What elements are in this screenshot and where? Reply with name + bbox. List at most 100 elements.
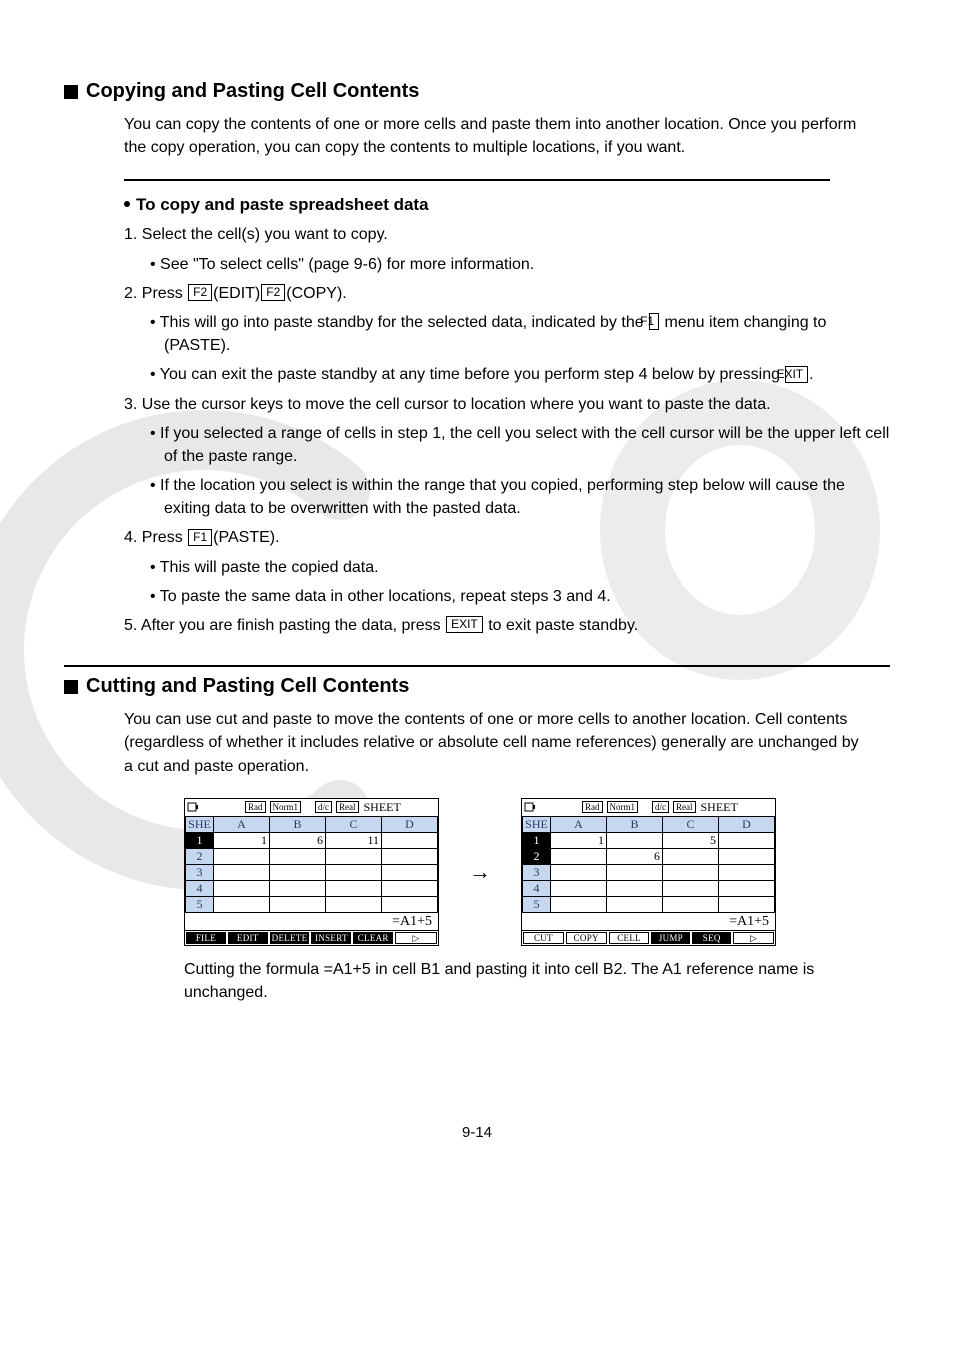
fn-more-icon: ▷ <box>395 932 437 944</box>
badge-real: Real <box>673 801 696 813</box>
battery-icon <box>524 801 536 813</box>
badge-norm: Norm1 <box>270 801 302 813</box>
col-b: B <box>270 816 326 832</box>
key-exit: EXIT <box>785 366 808 383</box>
steps-list: 1. Select the cell(s) you want to copy. … <box>124 223 890 637</box>
fn-clear: CLEAR <box>353 932 393 944</box>
row-2: 2 <box>186 848 214 864</box>
step-4: 4. Press F1(PASTE). <box>124 526 890 549</box>
fn-jump: JUMP <box>651 932 690 944</box>
heading-text: Cutting and Pasting Cell Contents <box>86 675 409 698</box>
square-bullet-icon <box>64 85 78 99</box>
step-4a: This will paste the copied data. <box>150 556 890 579</box>
key-f1: F1 <box>188 529 212 546</box>
t: You can exit the paste standby at any ti… <box>160 366 785 383</box>
fn-edit: EDIT <box>228 932 268 944</box>
row-4: 4 <box>186 880 214 896</box>
step-3a: If you selected a range of cells in step… <box>150 422 890 468</box>
row-4: 4 <box>523 880 551 896</box>
row-3: 3 <box>186 864 214 880</box>
col-a: A <box>214 816 270 832</box>
col-d: D <box>382 816 438 832</box>
fn-insert: INSERT <box>311 932 351 944</box>
cell: 6 <box>607 848 663 864</box>
heading-copying: Copying and Pasting Cell Contents <box>64 80 890 103</box>
fn-delete: DELETE <box>270 932 310 944</box>
formula-bar: =A1+5 <box>522 913 775 930</box>
step-3b: If the location you select is within the… <box>150 474 890 520</box>
col-c: C <box>663 816 719 832</box>
col-a: A <box>551 816 607 832</box>
status-bar: Rad Norm1 d/c Real SHEET <box>522 799 775 816</box>
subhead-copy-paste: To copy and paste spreadsheet data <box>124 195 890 215</box>
key-f2: F2 <box>188 284 212 301</box>
row-3: 3 <box>523 864 551 880</box>
heading-cutting: Cutting and Pasting Cell Contents <box>64 675 890 698</box>
badge-real: Real <box>336 801 359 813</box>
divider <box>124 179 830 181</box>
col-b: B <box>607 816 663 832</box>
fn-file: FILE <box>186 932 226 944</box>
cell: 1 <box>551 832 607 848</box>
col-c: C <box>326 816 382 832</box>
badge-rad: Rad <box>245 801 266 813</box>
step-1: 1. Select the cell(s) you want to copy. <box>124 223 890 246</box>
fn-cut: CUT <box>523 932 564 944</box>
spreadsheet-after: Rad Norm1 d/c Real SHEET SHE A B C D 115… <box>521 798 776 946</box>
step-1a: See "To select cells" (page 9-6) for mor… <box>150 253 890 276</box>
page-number: 9-14 <box>64 1124 890 1141</box>
row-5: 5 <box>523 896 551 912</box>
step-2b: You can exit the paste standby at any ti… <box>150 363 890 386</box>
sheet-title: SHEET <box>701 800 738 815</box>
t: . <box>809 366 813 383</box>
cell <box>719 832 775 848</box>
cell <box>607 832 663 848</box>
t: 5. After you are finish pasting the data… <box>124 617 445 634</box>
t: 4. Press <box>124 529 187 546</box>
figures-row: Rad Norm1 d/c Real SHEET SHE A B C D 116… <box>184 798 890 946</box>
row-2: 2 <box>523 848 551 864</box>
grid: SHE A B C D 11611 2 3 4 5 <box>185 816 438 913</box>
sheet-title: SHEET <box>364 800 401 815</box>
step-2a: This will go into paste standby for the … <box>150 311 890 357</box>
t: to exit paste standby. <box>484 617 638 634</box>
t: (EDIT) <box>213 285 260 302</box>
badge-dc: d/c <box>315 801 332 813</box>
step-4b: To paste the same data in other location… <box>150 585 890 608</box>
corner: SHE <box>523 816 551 832</box>
corner: SHE <box>186 816 214 832</box>
badge-rad: Rad <box>582 801 603 813</box>
step-3: 3. Use the cursor keys to move the cell … <box>124 393 890 416</box>
divider-full <box>64 665 890 667</box>
step-5: 5. After you are finish pasting the data… <box>124 614 890 637</box>
intro-2: You can use cut and paste to move the co… <box>124 708 860 778</box>
battery-icon <box>187 801 199 813</box>
row-1: 1 <box>186 832 214 848</box>
col-d: D <box>719 816 775 832</box>
arrow-icon: → <box>469 859 491 885</box>
heading-text: Copying and Pasting Cell Contents <box>86 80 419 103</box>
fn-row: CUT COPY CELL JUMP SEQ ▷ <box>522 930 775 945</box>
dot-bullet-icon <box>124 201 130 207</box>
spreadsheet-before: Rad Norm1 d/c Real SHEET SHE A B C D 116… <box>184 798 439 946</box>
key-exit: EXIT <box>446 616 483 633</box>
fn-more-icon: ▷ <box>733 932 774 944</box>
cell: 1 <box>214 832 270 848</box>
badge-norm: Norm1 <box>607 801 639 813</box>
t: (COPY). <box>286 285 346 302</box>
cell: 5 <box>663 832 719 848</box>
t: (PASTE). <box>213 529 279 546</box>
grid: SHE A B C D 115 26 3 4 5 <box>522 816 775 913</box>
fn-row: FILE EDIT DELETE INSERT CLEAR ▷ <box>185 930 438 945</box>
intro-1: You can copy the contents of one or more… <box>124 113 860 159</box>
step-2: 2. Press F2(EDIT)F2(COPY). <box>124 282 890 305</box>
page: Copying and Pasting Cell Contents You ca… <box>0 0 954 1181</box>
formula-bar: =A1+5 <box>185 913 438 930</box>
key-f2: F2 <box>261 284 285 301</box>
cell: 11 <box>326 832 382 848</box>
status-bar: Rad Norm1 d/c Real SHEET <box>185 799 438 816</box>
t: 2. Press <box>124 285 187 302</box>
fn-cell: CELL <box>609 932 650 944</box>
subhead-text: To copy and paste spreadsheet data <box>136 195 429 214</box>
square-bullet-icon <box>64 680 78 694</box>
